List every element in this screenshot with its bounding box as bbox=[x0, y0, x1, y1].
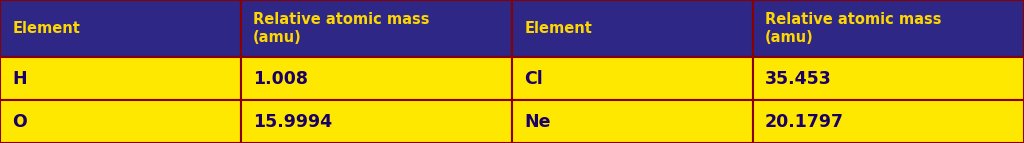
Text: Relative atomic mass
(amu): Relative atomic mass (amu) bbox=[765, 12, 941, 45]
Bar bbox=[0, 57, 241, 100]
Text: Cl: Cl bbox=[524, 70, 543, 88]
Text: O: O bbox=[12, 113, 27, 131]
Text: 15.9994: 15.9994 bbox=[253, 113, 332, 131]
Bar bbox=[753, 0, 1024, 57]
Text: Element: Element bbox=[524, 21, 592, 36]
Bar bbox=[241, 57, 512, 100]
Text: 35.453: 35.453 bbox=[765, 70, 831, 88]
Bar bbox=[512, 57, 753, 100]
Bar bbox=[512, 100, 753, 143]
Bar bbox=[241, 100, 512, 143]
Text: Ne: Ne bbox=[524, 113, 551, 131]
Bar bbox=[0, 100, 241, 143]
Text: 1.008: 1.008 bbox=[253, 70, 308, 88]
Text: Element: Element bbox=[12, 21, 80, 36]
Bar bbox=[0, 0, 241, 57]
Text: H: H bbox=[12, 70, 27, 88]
Bar bbox=[753, 57, 1024, 100]
Text: 20.1797: 20.1797 bbox=[765, 113, 844, 131]
Text: Relative atomic mass
(amu): Relative atomic mass (amu) bbox=[253, 12, 429, 45]
Bar bbox=[241, 0, 512, 57]
Bar bbox=[512, 0, 753, 57]
Bar bbox=[753, 100, 1024, 143]
